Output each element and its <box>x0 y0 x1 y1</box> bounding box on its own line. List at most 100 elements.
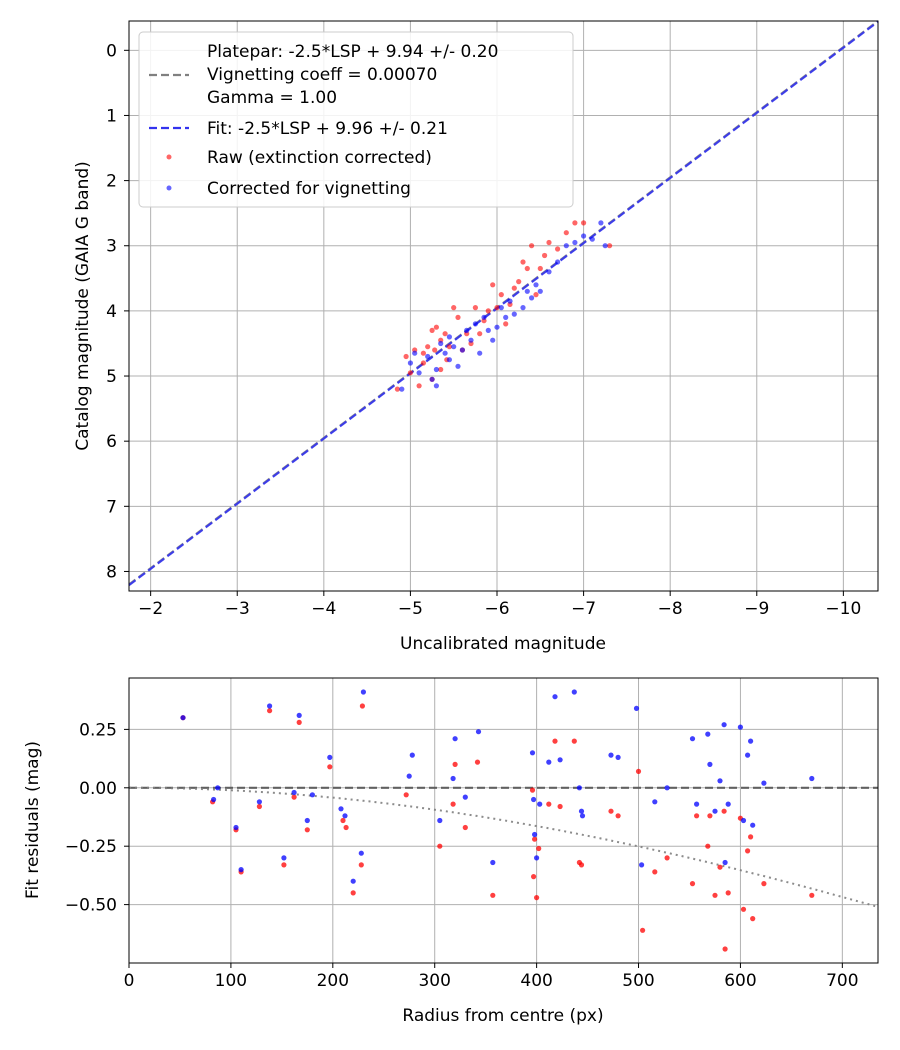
residuals-point <box>809 892 815 898</box>
calibration-point <box>485 327 491 333</box>
calibration-point <box>416 383 422 389</box>
residuals-x-tick-label: 200 <box>317 971 349 991</box>
residuals-point <box>745 848 751 854</box>
calibration-point <box>438 366 444 373</box>
calibration-y-tick-label: 0 <box>106 41 117 61</box>
calibration-point <box>464 327 470 333</box>
residuals-point <box>717 864 723 870</box>
residuals-point <box>403 792 409 798</box>
residuals-point <box>233 824 239 831</box>
residuals-point <box>689 736 696 742</box>
residuals-point <box>437 843 443 849</box>
residuals-point <box>546 759 552 765</box>
calibration-point <box>563 230 569 236</box>
residuals-point <box>707 813 713 819</box>
calibration-point <box>520 305 526 311</box>
residuals-point <box>740 906 747 912</box>
residuals-point <box>531 874 537 880</box>
calibration-y-tick-label: 3 <box>106 237 117 257</box>
calibration-point <box>451 344 457 350</box>
residuals-point <box>281 855 287 861</box>
residuals-point <box>529 787 536 793</box>
residuals-point <box>546 801 552 807</box>
calibration-point <box>451 305 457 311</box>
calibration-point <box>581 220 587 226</box>
legend-raw: Raw (extinction corrected) <box>207 148 432 168</box>
calibration-point <box>429 327 435 333</box>
calibration-point <box>563 243 569 249</box>
calibration-x-tick-label: −5 <box>398 599 423 619</box>
residuals-point <box>340 817 346 824</box>
residuals-x-tick-label: 300 <box>418 971 450 991</box>
calibration-point <box>442 331 448 337</box>
calibration-x-tick-label: −6 <box>484 599 509 619</box>
residuals-y-ticks: 0.25 0.00 −0.25 −0.50 <box>65 720 129 916</box>
calibration-point <box>511 311 517 317</box>
residuals-point <box>633 705 640 712</box>
calibration-y-tick-label: 7 <box>106 497 117 517</box>
calibration-fit-lines <box>128 20 879 587</box>
calibration-point <box>394 386 400 392</box>
residuals-point <box>571 738 577 744</box>
calibration-point <box>432 347 438 353</box>
residuals-point <box>343 824 349 831</box>
residuals-point <box>409 752 415 758</box>
calibration-point <box>420 350 426 356</box>
residuals-point <box>532 831 538 838</box>
calibration-point <box>472 305 478 311</box>
residuals-point <box>338 806 344 812</box>
calibration-point <box>572 239 578 246</box>
residuals-point <box>474 759 481 765</box>
calibration-point <box>572 220 578 226</box>
residuals-x-tick-label: 400 <box>520 971 552 991</box>
residuals-point <box>350 890 356 896</box>
calibration-point <box>607 243 613 249</box>
calibration-point <box>516 279 522 285</box>
calibration-point <box>490 337 496 343</box>
calibration-y-tick-label: 5 <box>106 367 117 387</box>
residuals-point <box>437 817 443 824</box>
residuals-point <box>689 881 696 887</box>
calibration-x-tick-label: −10 <box>825 599 861 619</box>
residuals-point <box>694 801 700 807</box>
calibration-x-tick-label: −4 <box>311 599 336 619</box>
calibration-x-tick-label: −3 <box>225 599 250 619</box>
residuals-point <box>532 836 538 842</box>
calibration-point <box>537 288 543 294</box>
residuals-point <box>296 712 302 719</box>
calibration-y-tick-label: 8 <box>106 562 117 582</box>
residuals-series-corrected <box>180 689 815 884</box>
residuals-point <box>707 761 713 768</box>
calibration-point <box>507 298 513 304</box>
calibration-y-tick-label: 6 <box>106 432 117 452</box>
calibration-point <box>433 366 439 373</box>
calibration-point <box>520 259 526 265</box>
residuals-point <box>291 789 297 796</box>
residuals-series-raw <box>180 703 815 952</box>
calibration-y-tick-label: 4 <box>106 302 117 322</box>
residuals-point <box>809 775 815 782</box>
calibration-point <box>598 220 604 226</box>
calibration-point <box>407 360 413 366</box>
calibration-x-axis-label: Uncalibrated magnitude <box>400 634 606 654</box>
residuals-point <box>358 862 364 868</box>
residuals-point <box>652 869 658 875</box>
calibration-y-tick-label: 1 <box>106 106 117 126</box>
calibration-point <box>529 243 535 249</box>
calibration-point <box>533 292 539 298</box>
calibration-point <box>472 321 478 327</box>
residuals-x-axis-label: Radius from centre (px) <box>402 1006 603 1026</box>
calibration-point <box>403 353 409 360</box>
residuals-point <box>664 855 670 861</box>
residuals-point <box>712 892 718 898</box>
residuals-x-tick-label: 700 <box>826 971 858 991</box>
calibration-point <box>555 259 561 265</box>
residuals-point <box>578 808 585 814</box>
residuals-y-tick-label: 0.00 <box>79 779 117 799</box>
residuals-point <box>639 862 645 868</box>
residuals-point <box>761 780 767 786</box>
calibration-chart: −2 −3 −4 −5 −6 −7 −8 −9 −10 0 1 2 3 4 5 6 7 8 Uncalibrat… <box>73 20 879 654</box>
residuals-y-tick-label: −0.25 <box>65 837 117 857</box>
residuals-point <box>725 890 731 896</box>
residuals-x-tick-label: 0 <box>124 971 135 991</box>
